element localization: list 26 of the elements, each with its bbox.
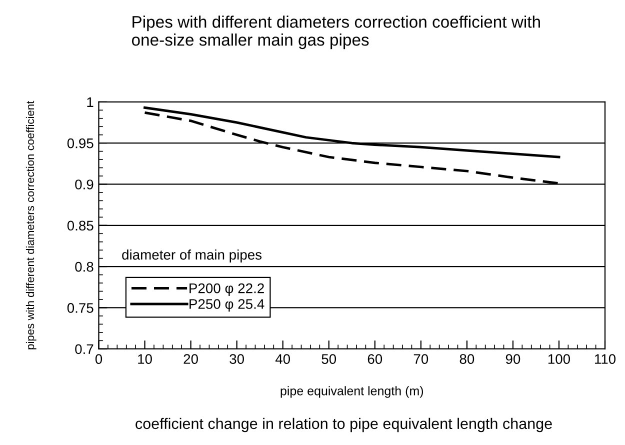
chart-title: Pipes with different diameters correction coefficient with one-size smaller main gas pipes: [132, 16, 540, 50]
legend-label: P200 φ 22.2: [190, 283, 264, 296]
x-tick-label: 100: [548, 354, 570, 364]
x-tick-label: 0: [95, 354, 102, 364]
x-tick-label: 30: [230, 354, 244, 364]
y-tick-label: 0.75: [67, 303, 94, 313]
y-tick-label: 1: [87, 97, 94, 107]
x-tick-label: 110: [594, 354, 616, 364]
y-tick-label: 0.95: [67, 138, 94, 148]
x-axis-title: pipe equivalent length (m): [280, 386, 424, 398]
legend-title: diameter of main pipes: [122, 249, 262, 262]
x-tick-label: 70: [414, 354, 428, 364]
y-tick-label: 0.8: [75, 262, 94, 272]
x-tick-label: 90: [506, 354, 520, 364]
x-tick-label: 40: [275, 354, 290, 364]
y-axis-title: pipes with different diameters correction coefficient: [26, 100, 36, 350]
text: coefficient change in relation to pipe equivalent length change: [136, 418, 552, 432]
legend-label: P250 φ 25.4: [190, 299, 264, 312]
x-tick-label: 20: [184, 354, 198, 364]
x-tick-label: 80: [460, 354, 474, 364]
y-tick-label: 0.9: [75, 180, 94, 190]
x-tick-label: 60: [368, 354, 382, 364]
x-tick-label: 50: [322, 354, 336, 364]
y-tick-label: 0.7: [75, 344, 94, 354]
x-tick-label: 10: [138, 354, 152, 364]
y-tick-label: 0.85: [67, 220, 94, 231]
